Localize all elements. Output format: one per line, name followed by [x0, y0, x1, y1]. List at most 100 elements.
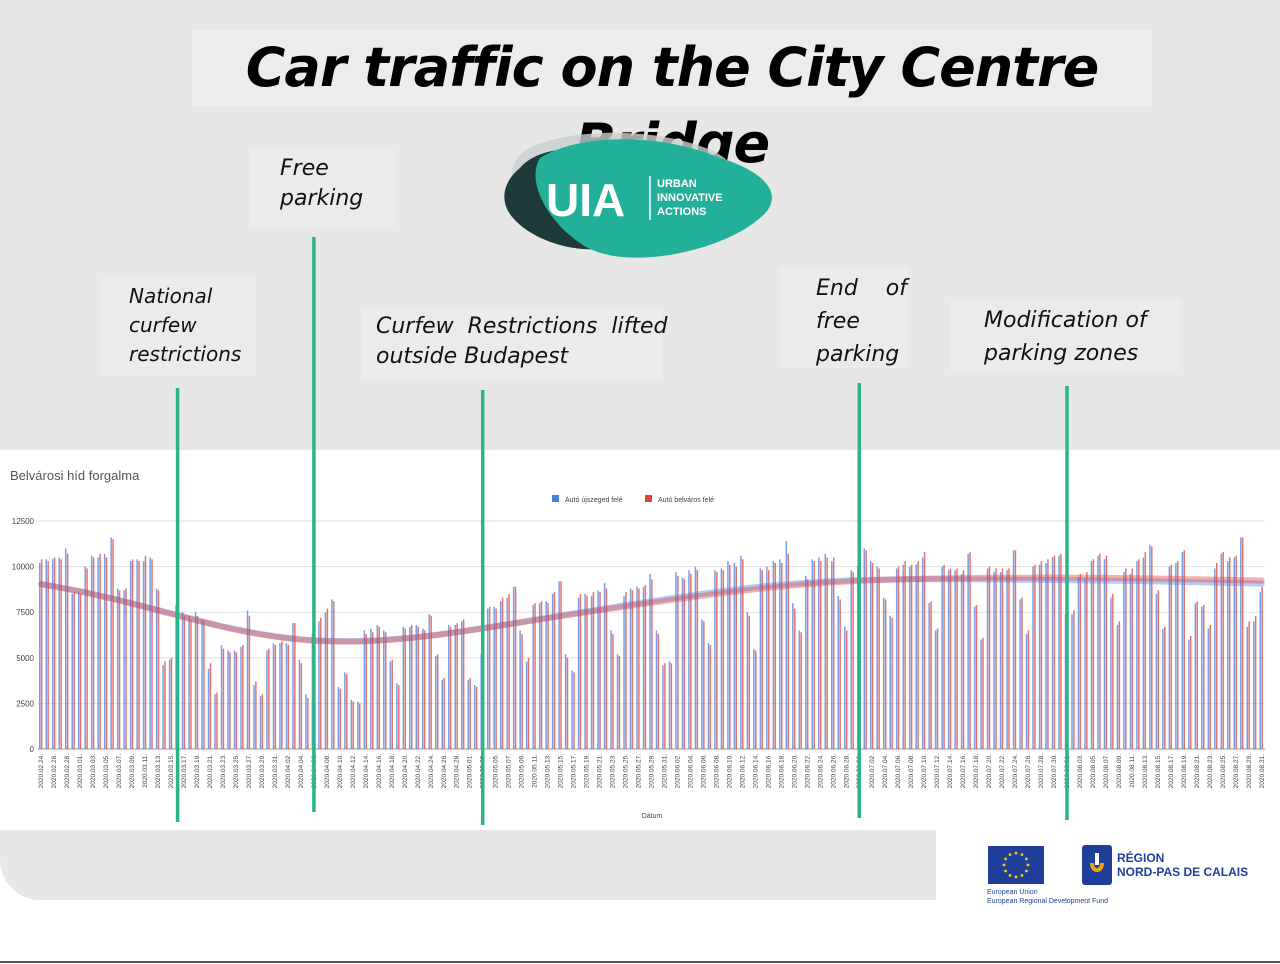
bar-blue: [759, 568, 762, 749]
bar-blue: [818, 557, 820, 749]
uia-logo-text: UIA: [546, 174, 625, 226]
bar-red: [703, 621, 705, 749]
x-tick-label: 2020.04.06.: [311, 754, 318, 789]
bar-blue: [422, 628, 424, 749]
bar-red: [566, 657, 569, 749]
bar-red: [138, 561, 140, 749]
bar-red: [1209, 624, 1211, 749]
bar-red: [488, 606, 491, 749]
x-tick-label: 2020.05.25.: [623, 754, 630, 789]
bar-blue: [1162, 628, 1164, 749]
x-tick-label: 2020.05.01.: [467, 754, 474, 789]
bar-red: [826, 557, 828, 749]
annotation-end-free-parking: End of free parking: [780, 268, 908, 368]
bar-red: [274, 645, 277, 749]
bar-blue: [473, 685, 476, 749]
bar-blue: [45, 559, 47, 749]
bar-blue: [220, 645, 223, 749]
bar-red: [1189, 635, 1192, 749]
bar-blue: [850, 570, 853, 749]
bar-red: [761, 570, 764, 749]
bar-blue: [882, 597, 885, 749]
bar-blue: [623, 595, 625, 749]
x-tick-label: 2020.06.12.: [739, 754, 746, 789]
bar-red: [897, 566, 900, 749]
bar-red: [1144, 552, 1147, 749]
bar-red: [449, 626, 452, 749]
bar-red: [1001, 568, 1004, 749]
bar-red: [164, 661, 166, 749]
bar-red: [962, 570, 965, 749]
x-tick-label: 2020.05.31.: [661, 754, 668, 789]
bar-blue: [733, 562, 736, 749]
bar-blue: [305, 694, 307, 749]
x-tick-label: 2020.06.28.: [843, 754, 850, 789]
bar-blue: [1032, 566, 1034, 749]
bar-red: [1261, 586, 1263, 749]
bar-red: [858, 570, 861, 749]
bar-red: [112, 539, 114, 749]
bar-red: [579, 593, 582, 749]
bar-blue: [1123, 572, 1125, 749]
bar-red: [1099, 553, 1101, 749]
bar-red: [618, 655, 621, 749]
x-tick-label: 2020.05.17.: [571, 754, 578, 789]
bar-red: [839, 599, 841, 749]
bar-red: [365, 634, 368, 749]
bar-blue: [954, 570, 956, 749]
bar-red: [410, 624, 413, 749]
bar-blue: [1220, 553, 1223, 749]
bar-red: [793, 608, 796, 749]
bar-blue: [519, 630, 521, 749]
eu-star-icon: [1008, 873, 1012, 877]
bar-red: [774, 562, 777, 749]
bar-blue: [1136, 561, 1138, 749]
x-tick-label: 2020.02.24.: [38, 754, 45, 789]
bar-blue: [921, 557, 924, 749]
bar-red: [501, 597, 504, 749]
bar-blue: [999, 572, 1002, 749]
x-tick-label: 2020.08.11.: [1129, 754, 1136, 788]
x-tick-label: 2020.03.05.: [103, 754, 110, 789]
bar-blue: [798, 630, 801, 749]
eu-star-icon: [1002, 863, 1006, 867]
bar-red: [268, 648, 270, 749]
x-tick-label: 2020.07.12.: [934, 754, 941, 789]
trendline-red: [38, 574, 1265, 645]
bar-blue: [90, 555, 93, 749]
bar-blue: [71, 593, 73, 749]
bar-blue: [934, 630, 937, 749]
bar-red: [144, 555, 147, 749]
x-tick-label: 2020.08.25.: [1220, 754, 1227, 789]
bar-blue: [1116, 624, 1119, 749]
bar-blue: [785, 541, 788, 749]
bar-blue: [103, 553, 106, 749]
bar-blue: [1090, 561, 1093, 749]
bar-red: [475, 686, 478, 749]
bar-red: [1008, 568, 1010, 749]
x-tick-label: 2020.04.28.: [454, 754, 461, 789]
bar-blue: [720, 568, 723, 749]
bar-blue: [1019, 599, 1021, 749]
x-tick-label: 2020.03.11.: [142, 754, 149, 788]
bar-red: [40, 559, 43, 749]
bar-red: [1254, 615, 1257, 749]
eu-star-icon: [1026, 863, 1030, 867]
bar-blue: [967, 553, 969, 749]
bar-blue: [973, 606, 976, 749]
bar-blue: [246, 610, 249, 749]
x-tick-label: 2020.02.28.: [64, 754, 71, 789]
bar-red: [79, 593, 82, 749]
x-tick-label: 2020.03.15.: [168, 754, 175, 789]
bar-blue: [181, 612, 184, 749]
bar-blue: [558, 581, 560, 749]
bar-blue: [1168, 566, 1171, 749]
x-tick-label: 2020.07.26.: [1025, 754, 1032, 789]
x-tick-label: 2020.06.02.: [674, 754, 681, 789]
trendline-blue: [38, 576, 1265, 645]
bar-red: [1092, 559, 1095, 749]
bar-red: [780, 562, 783, 749]
bar-red: [677, 575, 679, 749]
bar-blue: [58, 557, 60, 749]
bar-red: [66, 553, 69, 749]
